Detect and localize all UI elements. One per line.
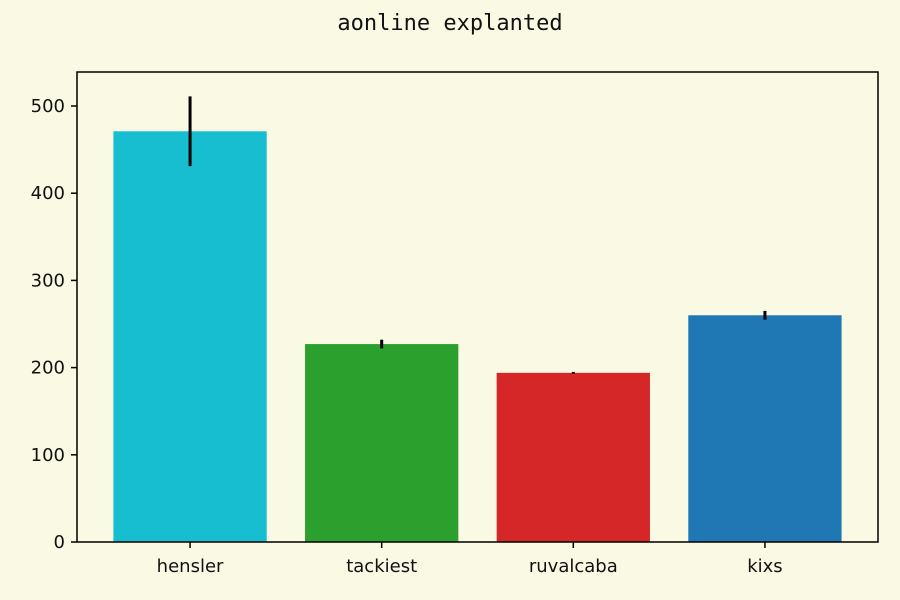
bar-ruvalcaba xyxy=(496,372,650,542)
y-tick-label-0: 0 xyxy=(54,532,65,553)
y-tick-label-400: 400 xyxy=(31,183,65,204)
y-tick-label-200: 200 xyxy=(31,358,65,379)
x-tick-label-kixs: kixs xyxy=(747,556,782,577)
bar-hensler xyxy=(113,131,267,543)
x-tick-label-hensler: hensler xyxy=(157,556,224,577)
y-tick-label-100: 100 xyxy=(31,445,65,466)
error-bars-layer xyxy=(188,96,767,374)
bar-kixs xyxy=(688,315,842,542)
y-tick-label-300: 300 xyxy=(31,270,65,291)
plot-area-frame xyxy=(76,71,879,543)
x-tick-label-tackiest: tackiest xyxy=(346,556,417,577)
chart-title: aonline explanted xyxy=(337,11,562,36)
bar-tackiest xyxy=(305,344,459,542)
y-axis: 0 100 200 300 400 500 xyxy=(31,96,77,553)
bars-layer xyxy=(113,131,842,543)
y-tick-label-500: 500 xyxy=(31,96,65,117)
x-tick-label-ruvalcaba: ruvalcaba xyxy=(529,556,618,577)
x-axis: hensler tackiest ruvalcaba kixs xyxy=(157,542,783,577)
